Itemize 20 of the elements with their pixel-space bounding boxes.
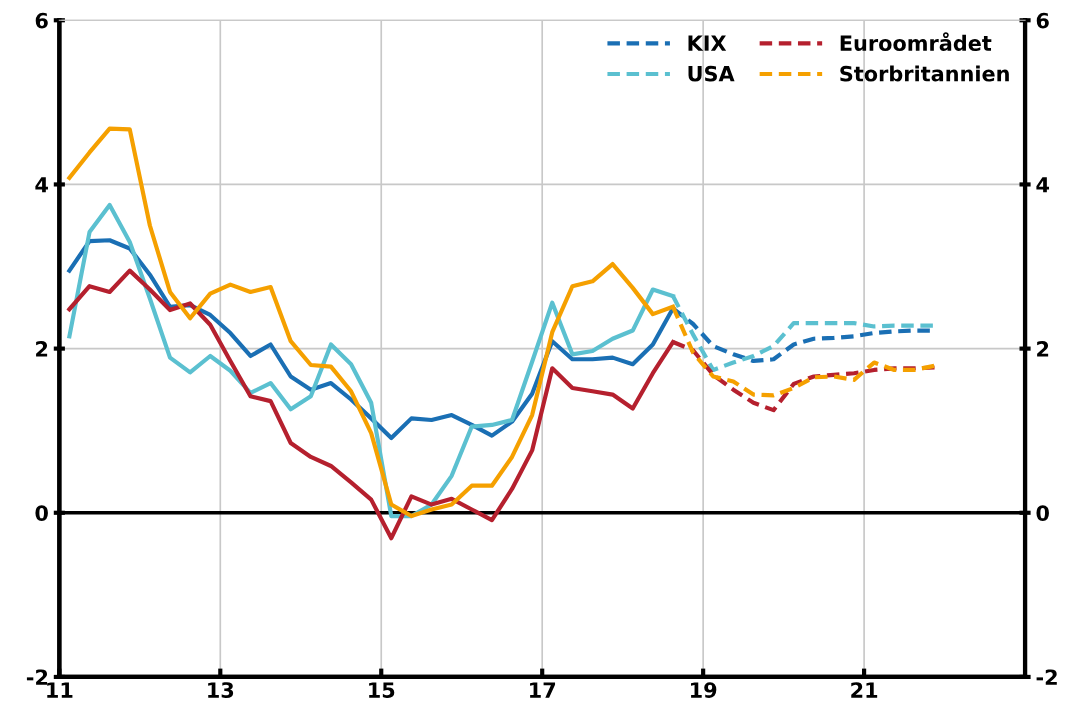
y-tick-label: 0 <box>35 505 48 521</box>
x-tick-label: 19 <box>691 682 717 698</box>
x-tick-label: 15 <box>369 682 395 698</box>
y2-tick-label: 0 <box>1036 505 1049 521</box>
x-tick-label: 21 <box>851 682 878 698</box>
legend-label: Euroområdet <box>840 32 992 51</box>
y2-tick-label: 2 <box>1037 341 1049 357</box>
legend-label: KIX <box>688 35 727 51</box>
y-tick-label: 4 <box>35 177 48 193</box>
y-tick-label: 2 <box>36 341 48 357</box>
y2-tick-label: 4 <box>1036 177 1050 193</box>
legend-label: Storbritannien <box>840 65 1009 82</box>
y-tick-label: -2 <box>26 669 48 685</box>
y-tick-label: 6 <box>35 12 48 29</box>
x-tick-label: 13 <box>208 682 234 698</box>
legend-label: USA <box>688 65 735 82</box>
y2-tick-label: -2 <box>1036 669 1057 685</box>
x-tick-label: 17 <box>530 682 556 698</box>
x-tick-label: 11 <box>47 682 73 698</box>
y2-tick-label: 6 <box>1036 12 1049 29</box>
